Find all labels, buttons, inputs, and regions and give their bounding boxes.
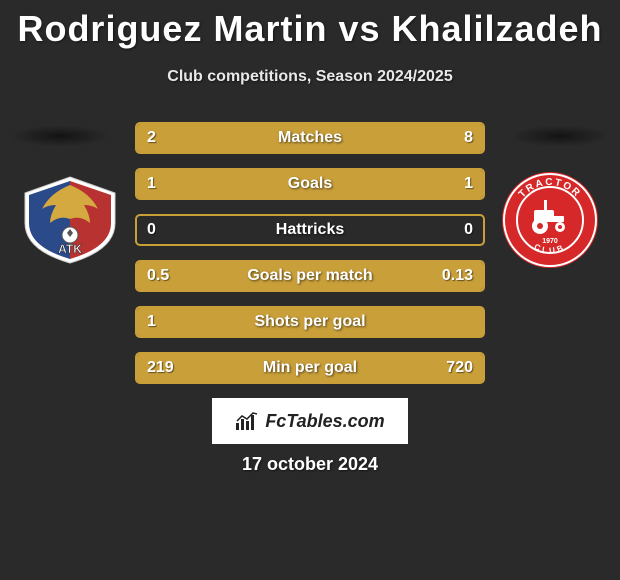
branding-badge: FcTables.com: [212, 398, 408, 444]
stat-fill-right: [310, 170, 483, 198]
stat-row-matches: 2 Matches 8: [135, 122, 485, 154]
svg-text:1970: 1970: [542, 238, 558, 245]
branding-chart-icon: [235, 411, 259, 431]
stat-right-value: 0.13: [442, 267, 473, 285]
stats-container: 2 Matches 8 1 Goals 1 0 Hattricks 0 0.5 …: [135, 122, 485, 398]
stat-left-value: 1: [147, 175, 156, 193]
branding-text: FcTables.com: [265, 411, 384, 432]
stat-label: Hattricks: [276, 221, 344, 239]
page-subtitle: Club competitions, Season 2024/2025: [0, 68, 620, 86]
stat-left-value: 219: [147, 359, 174, 377]
stat-left-value: 0.5: [147, 267, 169, 285]
date-label: 17 october 2024: [242, 454, 378, 475]
stat-label: Goals per match: [247, 267, 372, 285]
stat-row-goals: 1 Goals 1: [135, 168, 485, 200]
stat-left-value: 0: [147, 221, 156, 239]
left-shadow-ellipse: [10, 125, 110, 147]
svg-text:ATK: ATK: [58, 242, 82, 256]
stat-right-value: 720: [446, 359, 473, 377]
stat-right-value: 0: [464, 221, 473, 239]
left-team-crest-icon: ATK: [20, 175, 120, 265]
stat-row-min-per-goal: 219 Min per goal 720: [135, 352, 485, 384]
right-team-crest-icon: TRACTOR CLUB 1970: [500, 170, 600, 270]
stat-row-shots-per-goal: 1 Shots per goal: [135, 306, 485, 338]
stat-left-value: 1: [147, 313, 156, 331]
stat-row-hattricks: 0 Hattricks 0: [135, 214, 485, 246]
stat-label: Shots per goal: [254, 313, 365, 331]
right-shadow-ellipse: [510, 125, 610, 147]
stat-fill-right: [206, 124, 483, 152]
stat-row-goals-per-match: 0.5 Goals per match 0.13: [135, 260, 485, 292]
stat-right-value: 8: [464, 129, 473, 147]
stat-fill-left: [137, 170, 310, 198]
page-title: Rodriguez Martin vs Khalilzadeh: [0, 0, 620, 50]
stat-label: Matches: [278, 129, 342, 147]
stat-left-value: 2: [147, 129, 156, 147]
stat-right-value: 1: [464, 175, 473, 193]
stat-label: Min per goal: [263, 359, 357, 377]
stat-label: Goals: [288, 175, 332, 193]
